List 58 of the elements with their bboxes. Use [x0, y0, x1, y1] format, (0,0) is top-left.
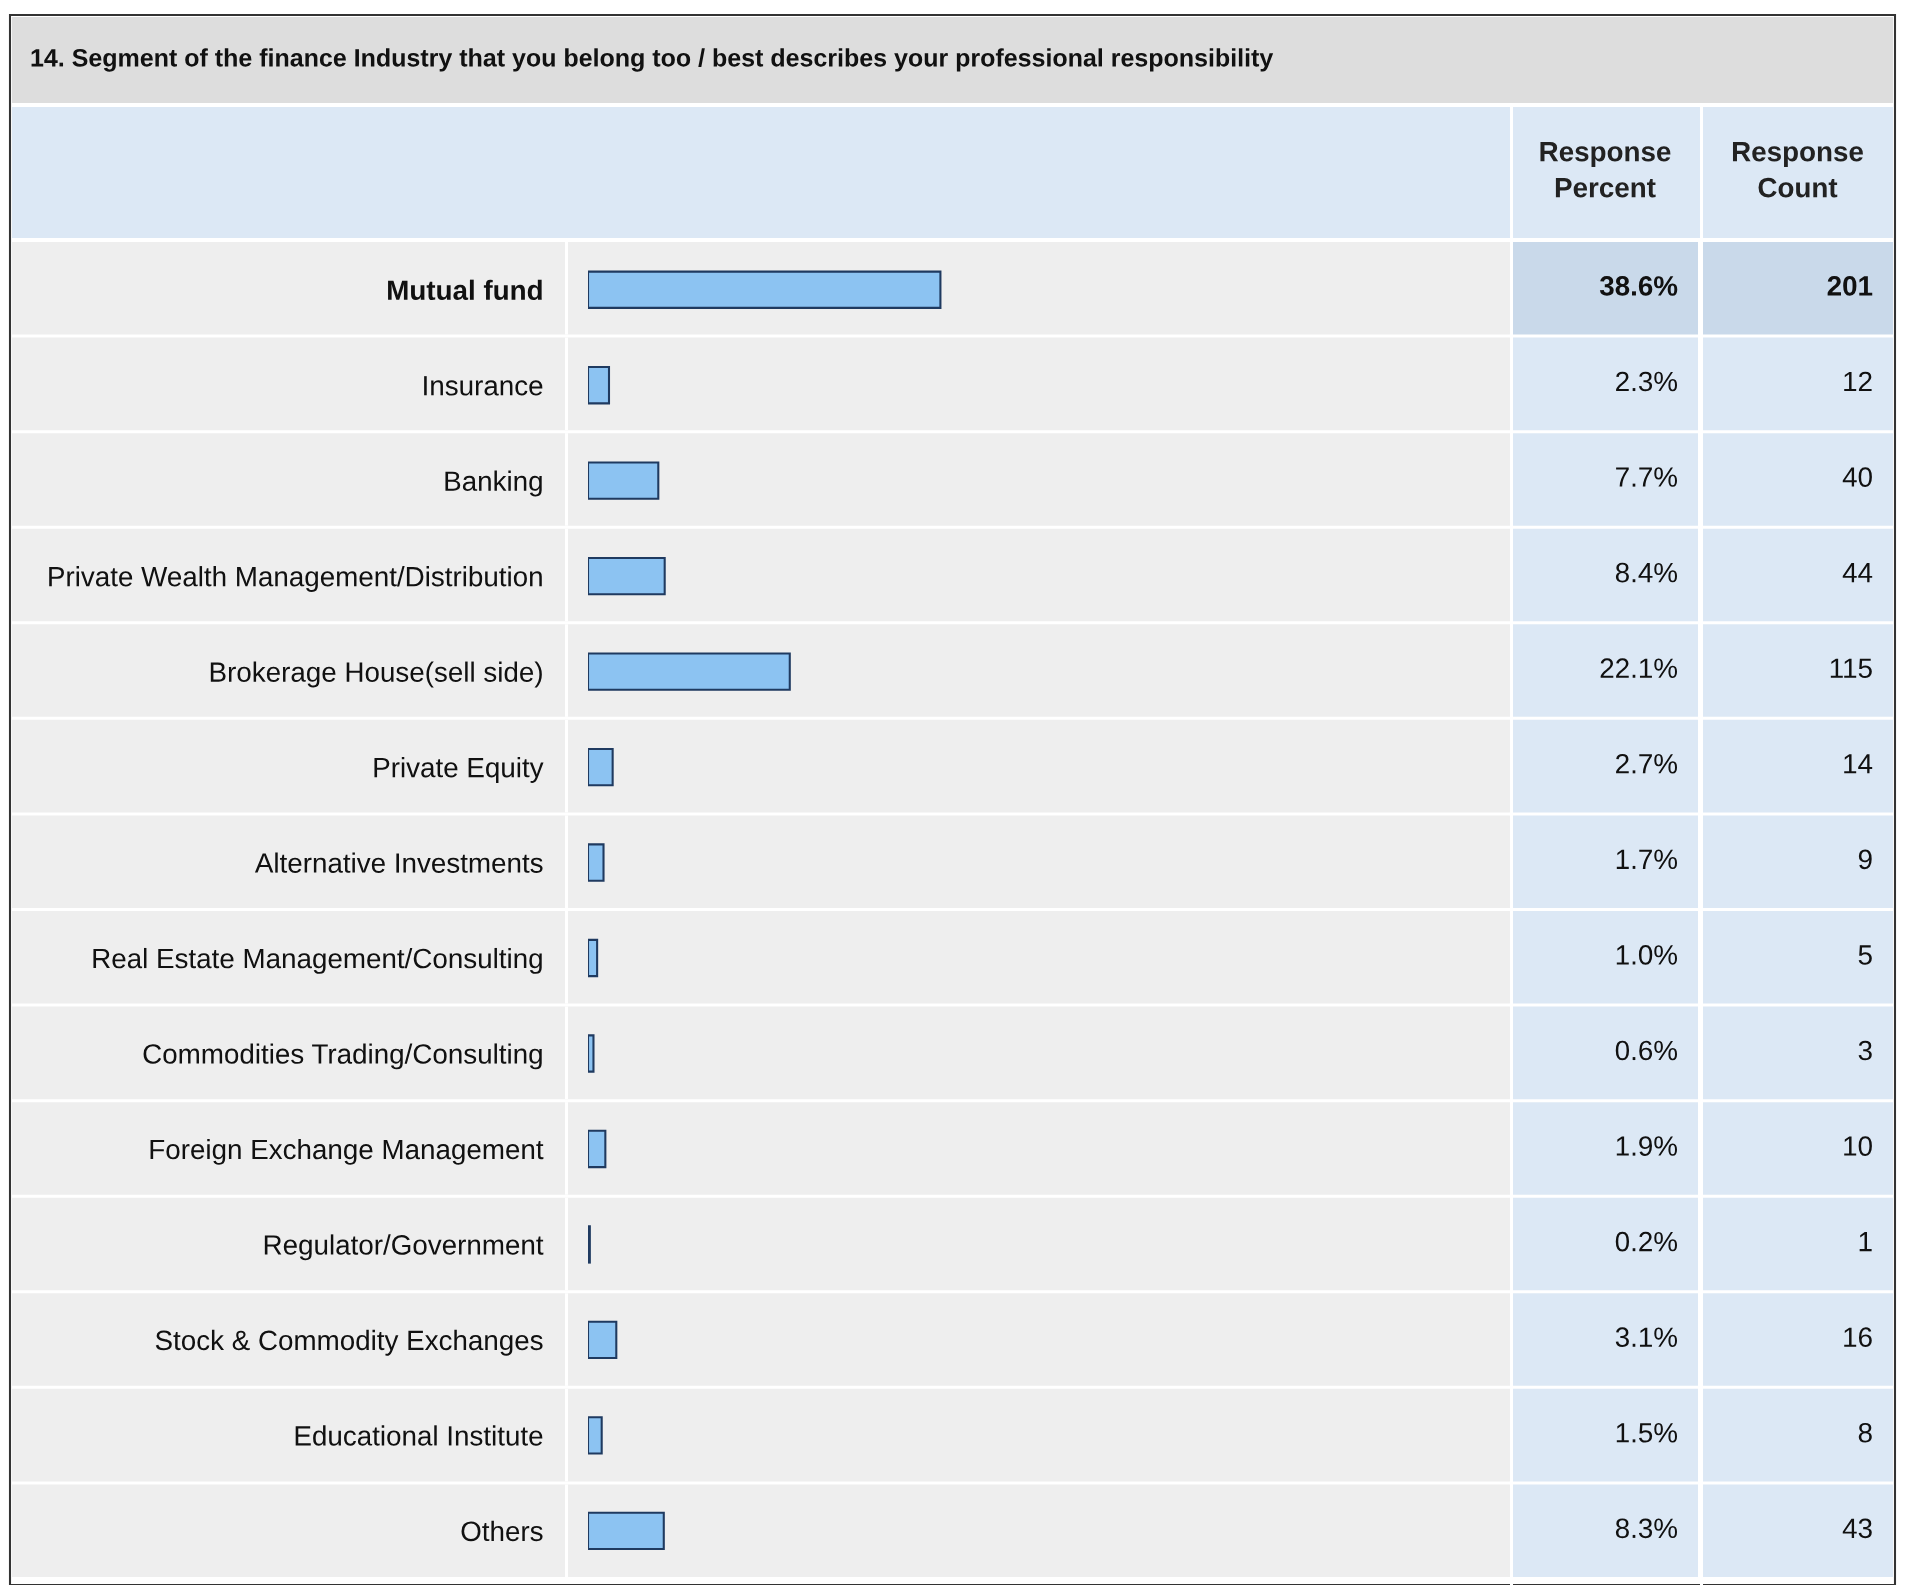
bar	[588, 270, 942, 309]
y-tick-label: Foreign Exchange Management	[150, 1138, 544, 1165]
bar	[588, 1416, 603, 1455]
bar	[588, 1511, 665, 1551]
y-tick-label: Brokerage House(sell side)	[210, 661, 542, 688]
chart-title: 14. Segment of the finance Industry that you belong too / best describes your professional responsibility	[31, 48, 1274, 72]
text: 3	[1858, 1040, 1872, 1061]
y-tick-label: Insurance	[424, 376, 543, 396]
y-tick-label: Commodities Trading/Consulting	[143, 1043, 542, 1070]
y-tick-label: Private Equity	[374, 757, 544, 783]
data-label: 38.6%	[1599, 276, 1678, 296]
y-tick-label: Real Estate Management/Consulting	[93, 947, 542, 974]
data-label: 1.7%	[1616, 849, 1678, 870]
text: 16	[1844, 1327, 1872, 1348]
bar	[588, 652, 791, 691]
y-tick-label: Banking	[445, 470, 542, 497]
text: 5	[1858, 945, 1872, 965]
text: 201	[1827, 276, 1873, 296]
text: 8	[1858, 1422, 1872, 1443]
y-tick-label: Private Wealth Management/Distribution	[49, 566, 542, 592]
text: 9	[1858, 849, 1872, 870]
bar	[588, 1034, 595, 1073]
text: 12	[1844, 371, 1872, 392]
bar	[588, 556, 666, 596]
data-label: 2.7%	[1616, 753, 1678, 774]
text: 44	[1842, 563, 1873, 583]
data-label: 22.1%	[1600, 658, 1678, 678]
text: 43	[1842, 1518, 1872, 1539]
text: 1	[1859, 1232, 1872, 1252]
data-label: 0.6%	[1615, 1040, 1678, 1061]
y-tick-label: Stock & Commodity Exchanges	[155, 1329, 543, 1356]
text: 14	[1844, 754, 1873, 774]
data-label: 1.5%	[1616, 1423, 1678, 1443]
text: Response Count	[1732, 142, 1863, 198]
bar	[588, 938, 599, 978]
data-label: 8.4%	[1615, 562, 1678, 583]
data-label: 0.2%	[1615, 1231, 1678, 1252]
data-label: 2.3%	[1616, 371, 1678, 392]
y-tick-label: Others	[461, 1520, 543, 1542]
bar	[588, 1129, 607, 1169]
bar	[588, 747, 614, 787]
text: Response Percent	[1540, 142, 1671, 198]
data-label: 8.3%	[1615, 1518, 1678, 1539]
bar	[588, 1320, 618, 1360]
data-label: 3.1%	[1615, 1327, 1678, 1348]
text: 10	[1844, 1136, 1872, 1156]
text: 40	[1842, 467, 1872, 487]
data-label: 1.9%	[1616, 1136, 1678, 1156]
text: 115	[1830, 658, 1872, 679]
data-label: 1.0%	[1616, 945, 1678, 965]
bar	[588, 366, 611, 405]
y-tick-label: Mutual fund	[388, 279, 542, 301]
y-tick-label: Alternative Investments	[254, 852, 543, 873]
y-tick-label: Regulator/Government	[264, 1234, 544, 1261]
y-tick-label: Educational Institute	[295, 1425, 543, 1446]
bar	[588, 461, 660, 500]
data-label: 7.7%	[1616, 467, 1678, 487]
bar	[588, 843, 605, 882]
